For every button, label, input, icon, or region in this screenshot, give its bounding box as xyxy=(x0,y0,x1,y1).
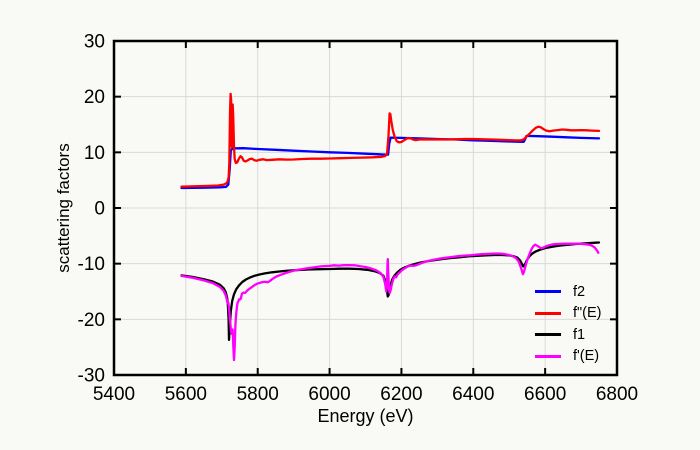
y-tick-label: 10 xyxy=(84,143,105,164)
x-tick-label: 5600 xyxy=(165,384,207,405)
series-line-fp xyxy=(180,242,600,362)
y-tick-label: 30 xyxy=(84,32,105,53)
y-tick-label: -20 xyxy=(78,310,105,331)
legend-item-f1: f1 xyxy=(535,324,602,346)
y-tick-label: -10 xyxy=(78,254,105,275)
y-axis-title: scattering factors xyxy=(54,143,73,273)
legend-swatch-f2 xyxy=(535,290,561,294)
y-tick-label: 0 xyxy=(94,199,105,220)
legend-item-fp: f'(E) xyxy=(535,346,602,368)
legend-label-f1: f1 xyxy=(573,326,586,343)
legend-swatch-fpp xyxy=(535,311,561,315)
x-tick-label: 6800 xyxy=(596,384,638,405)
legend-label-f2: f2 xyxy=(573,283,586,300)
legend-item-fpp: f"(E) xyxy=(535,303,602,325)
y-tick-label: -30 xyxy=(78,366,105,387)
legend-label-fp: f'(E) xyxy=(573,348,600,365)
legend: f2 f"(E) f1 f'(E) xyxy=(535,281,602,367)
y-tick-label: 20 xyxy=(84,87,105,108)
legend-swatch-fp xyxy=(535,354,561,358)
series-line-f1 xyxy=(180,241,601,342)
x-tick-label: 6400 xyxy=(452,384,494,405)
x-axis-title: Energy (eV) xyxy=(317,406,414,426)
legend-item-f2: f2 xyxy=(535,281,602,303)
x-tick-label: 6600 xyxy=(524,384,566,405)
legend-label-fpp: f"(E) xyxy=(573,305,602,322)
x-tick-label: 5400 xyxy=(93,384,135,405)
x-tick-label: 6200 xyxy=(380,384,422,405)
series-line-fpp xyxy=(180,92,601,188)
x-tick-label: 6000 xyxy=(308,384,350,405)
x-tick-label: 5800 xyxy=(237,384,279,405)
legend-swatch-f1 xyxy=(535,333,561,337)
